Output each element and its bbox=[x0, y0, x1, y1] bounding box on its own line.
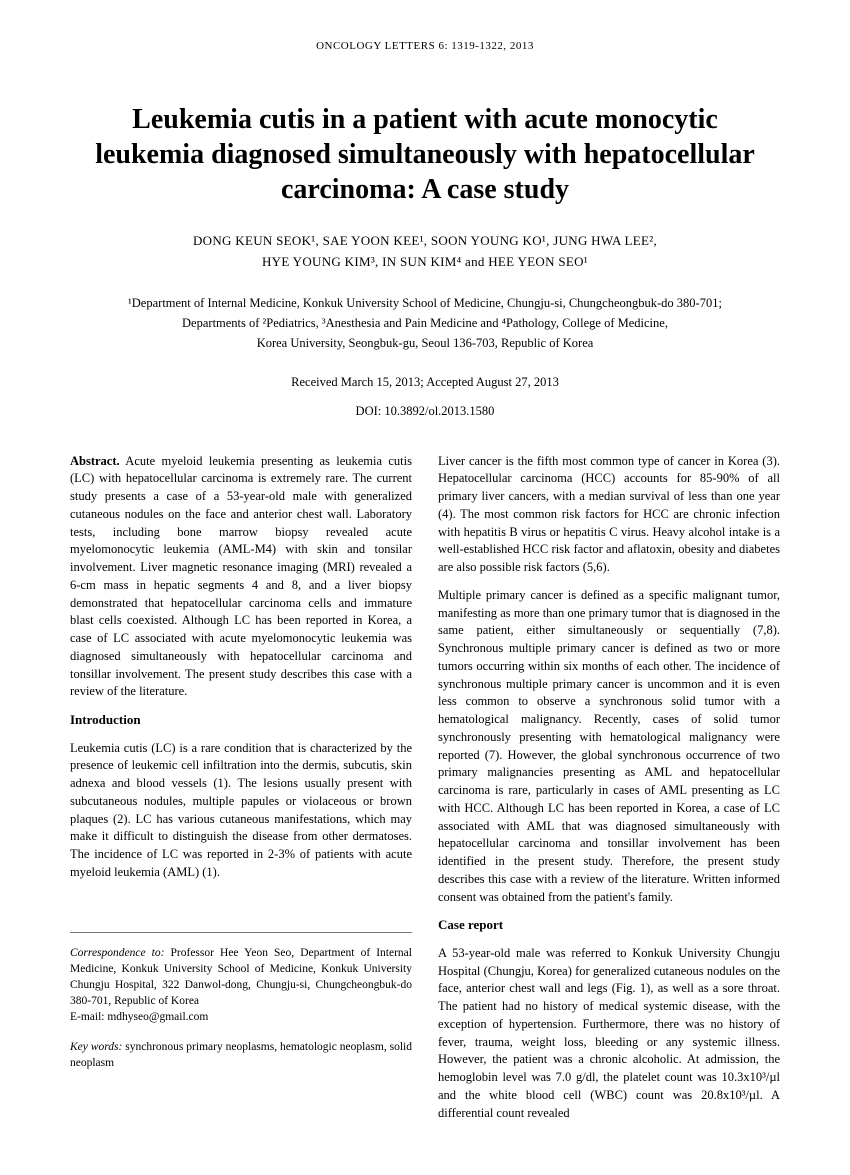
case-report-paragraph-1: A 53-year-old male was referred to Konku… bbox=[438, 945, 780, 1123]
left-column: Abstract. Acute myeloid leukemia present… bbox=[70, 453, 412, 1133]
correspondence-divider bbox=[70, 932, 412, 933]
doi-line: DOI: 10.3892/ol.2013.1580 bbox=[70, 404, 780, 419]
authors-block: DONG KEUN SEOK¹, SAE YOON KEE¹, SOON YOU… bbox=[70, 231, 780, 273]
authors-line-2: HYE YOUNG KIM³, IN SUN KIM⁴ and HEE YEON… bbox=[70, 252, 780, 273]
affiliation-line-2: Departments of ²Pediatrics, ³Anesthesia … bbox=[70, 313, 780, 333]
affiliations-block: ¹Department of Internal Medicine, Konkuk… bbox=[70, 293, 780, 353]
keywords-text: synchronous primary neoplasms, hematolog… bbox=[70, 1041, 412, 1069]
correspondence-label: Correspondence to: bbox=[70, 947, 164, 959]
abstract-label: Abstract. bbox=[70, 454, 120, 468]
introduction-paragraph-1: Leukemia cutis (LC) is a rare condition … bbox=[70, 740, 412, 882]
keywords-label: Key words: bbox=[70, 1041, 122, 1053]
two-column-body: Abstract. Acute myeloid leukemia present… bbox=[70, 453, 780, 1133]
correspondence-block: Correspondence to: Professor Hee Yeon Se… bbox=[70, 945, 412, 1025]
right-paragraph-2: Multiple primary cancer is defined as a … bbox=[438, 587, 780, 907]
article-title: Leukemia cutis in a patient with acute m… bbox=[70, 102, 780, 207]
abstract-text: Acute myeloid leukemia presenting as leu… bbox=[70, 454, 412, 699]
abstract-paragraph: Abstract. Acute myeloid leukemia present… bbox=[70, 453, 412, 702]
right-paragraph-1: Liver cancer is the fifth most common ty… bbox=[438, 453, 780, 577]
authors-line-1: DONG KEUN SEOK¹, SAE YOON KEE¹, SOON YOU… bbox=[70, 231, 780, 252]
correspondence-email: E-mail: mdhyseo@gmail.com bbox=[70, 1009, 412, 1025]
right-column: Liver cancer is the fifth most common ty… bbox=[438, 453, 780, 1133]
journal-header: ONCOLOGY LETTERS 6: 1319-1322, 2013 bbox=[70, 40, 780, 52]
introduction-heading: Introduction bbox=[70, 711, 412, 729]
affiliation-line-3: Korea University, Seongbuk-gu, Seoul 136… bbox=[70, 333, 780, 353]
affiliation-line-1: ¹Department of Internal Medicine, Konkuk… bbox=[70, 293, 780, 313]
keywords-block: Key words: synchronous primary neoplasms… bbox=[70, 1039, 412, 1071]
received-accepted-dates: Received March 15, 2013; Accepted August… bbox=[70, 375, 780, 390]
case-report-heading: Case report bbox=[438, 916, 780, 934]
